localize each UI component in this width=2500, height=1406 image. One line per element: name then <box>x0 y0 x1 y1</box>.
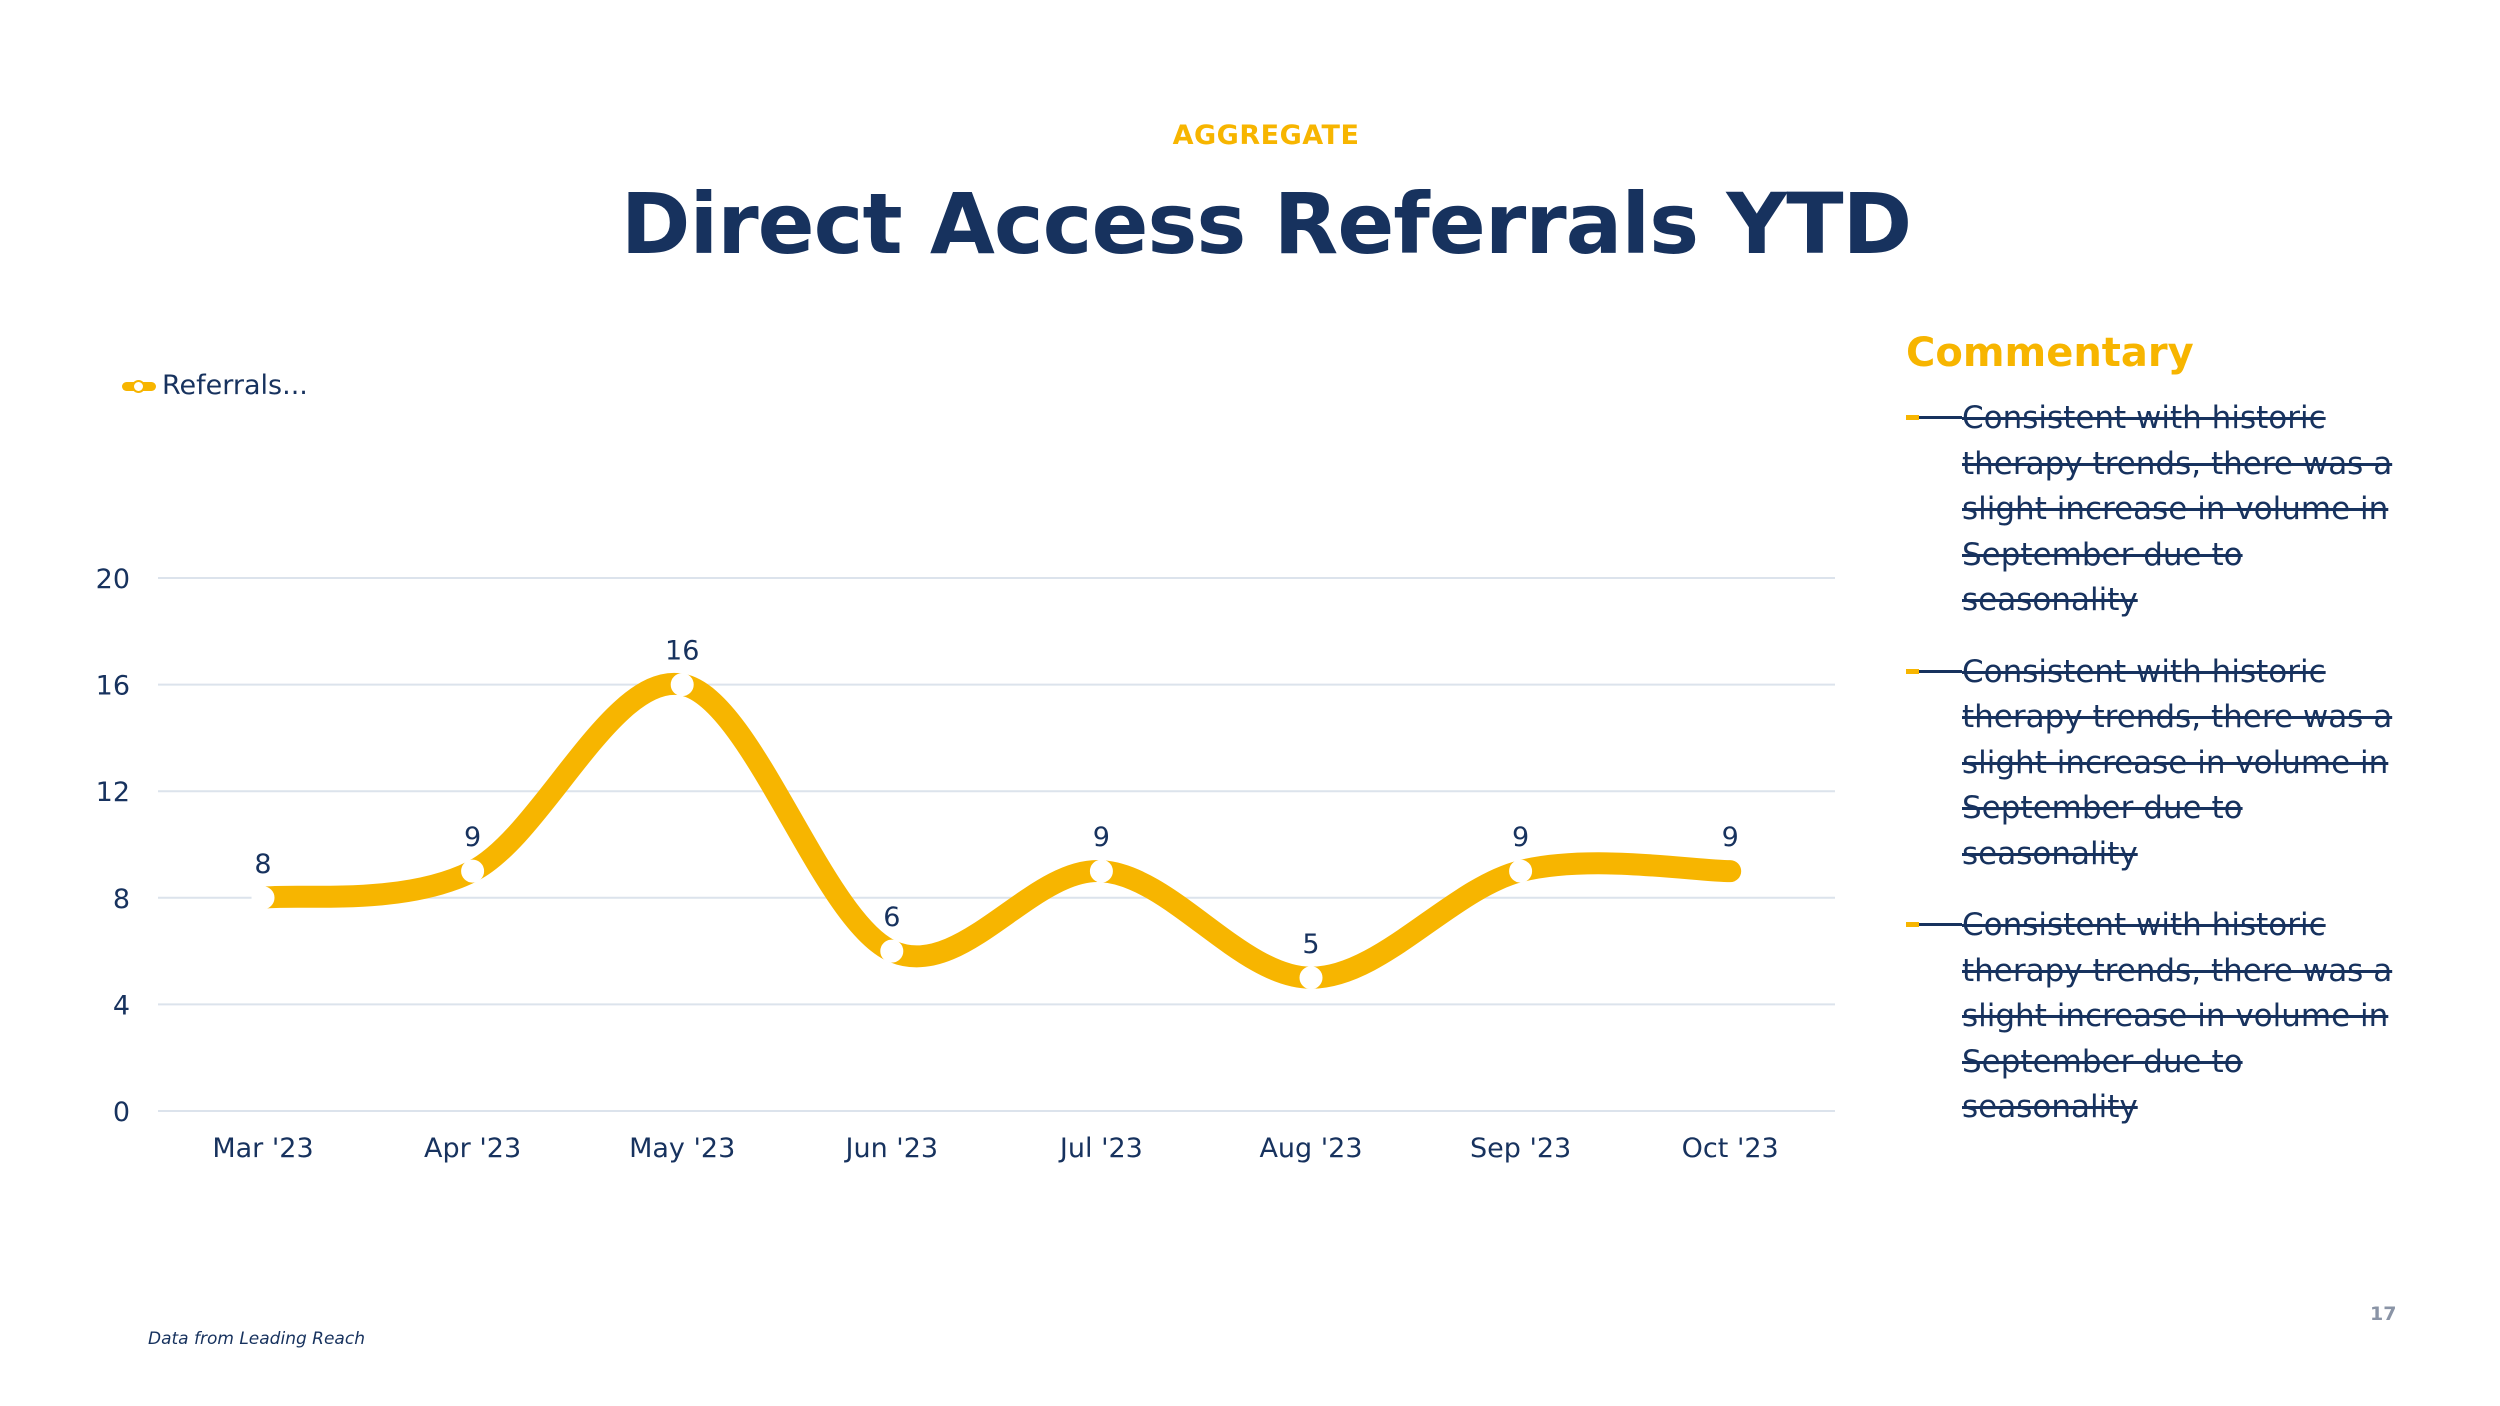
x-tick-label: Mar '23 <box>212 1133 313 1164</box>
commentary-bullet-text: Consistent with historic therapy trends,… <box>1962 653 2393 872</box>
data-point-ring <box>1299 966 1323 990</box>
data-point-ring <box>1509 859 1533 883</box>
bullet-icon <box>1906 415 1962 420</box>
data-point-ring <box>251 886 275 910</box>
y-tick-label: 0 <box>113 1097 130 1128</box>
data-point <box>254 888 272 907</box>
commentary-bullet-text: Consistent with historic therapy trends,… <box>1962 907 2393 1125</box>
data-point <box>463 862 482 881</box>
data-label: 9 <box>1722 822 1739 853</box>
legend-swatch-icon <box>120 377 158 395</box>
bullet-icon <box>1906 922 1962 927</box>
data-point-ring <box>1089 859 1113 883</box>
data-point-ring <box>880 939 904 963</box>
x-tick-label: Jul '23 <box>1058 1133 1143 1164</box>
data-label: 6 <box>883 902 900 933</box>
data-point <box>1092 862 1111 881</box>
data-point <box>882 942 901 961</box>
commentary-bullet: Consistent with historic therapy trends,… <box>1906 396 2406 624</box>
legend-label: Referrals... <box>162 370 308 401</box>
data-point <box>673 675 692 694</box>
x-tick-label: Jun '23 <box>844 1133 939 1164</box>
data-label: 9 <box>1512 822 1529 853</box>
x-tick-label: Oct '23 <box>1682 1133 1779 1164</box>
page-title: Direct Access Referrals YTD <box>620 175 1913 273</box>
data-label: 8 <box>254 849 271 880</box>
source-note: Data from Leading Reach <box>148 1329 365 1349</box>
commentary-bullet: Consistent with historic therapy trends,… <box>1906 650 2406 878</box>
x-tick-label: May '23 <box>629 1133 735 1164</box>
data-point-ring <box>461 859 485 883</box>
series-line <box>252 672 1742 989</box>
commentary-bullet-text: Consistent with historic therapy trends,… <box>1962 400 2393 618</box>
referrals-line-chart: 0 4 8 12 16 20 Mar '23 Apr '23 May '23 Jun '23 Jul… <box>96 564 1835 1164</box>
bullet-icon <box>1906 668 1962 674</box>
commentary-heading: Commentary <box>1906 330 2194 376</box>
data-point-ring <box>670 673 694 697</box>
commentary-panel: Commentary Consistent with historic ther… <box>1906 330 2406 1157</box>
data-label: 16 <box>665 636 699 667</box>
data-label: 5 <box>1302 929 1319 960</box>
y-tick-label: 4 <box>113 990 130 1021</box>
data-label: 9 <box>464 822 481 853</box>
chart-legend: Referrals... <box>120 370 308 401</box>
y-tick-label: 20 <box>96 564 130 595</box>
y-tick-label: 8 <box>113 884 130 915</box>
y-tick-label: 16 <box>96 671 130 702</box>
page-number: 17 <box>2370 1303 2397 1325</box>
data-point <box>1511 862 1530 881</box>
x-tick-label: Aug '23 <box>1259 1133 1362 1164</box>
y-tick-label: 12 <box>96 777 130 808</box>
data-point <box>1721 862 1740 881</box>
x-tick-label: Apr '23 <box>424 1133 521 1164</box>
x-tick-label: Sep '23 <box>1470 1133 1571 1164</box>
data-label: 9 <box>1093 822 1110 853</box>
data-point <box>1302 968 1320 987</box>
commentary-bullet: Consistent with historic therapy trends,… <box>1906 903 2406 1131</box>
eyebrow-label: AGGREGATE <box>1172 120 1360 151</box>
